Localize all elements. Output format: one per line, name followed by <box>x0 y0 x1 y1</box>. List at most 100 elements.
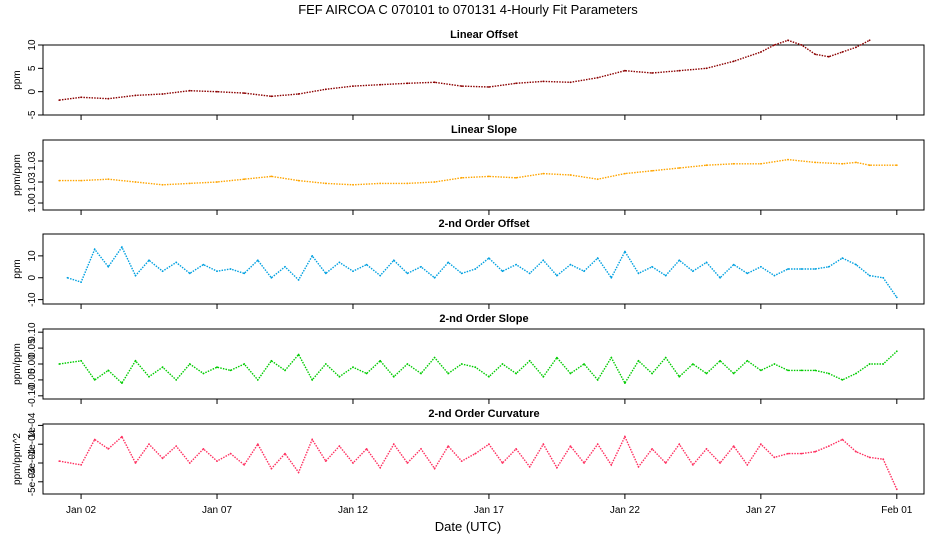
data-point-linear-offset-8 <box>270 95 273 98</box>
x-axis-label: Date (UTC) <box>435 519 501 534</box>
data-point-2nd-order-slope-17 <box>297 353 300 356</box>
data-point-2nd-order-slope-4 <box>121 382 123 384</box>
series-line-2nd-order-slope <box>59 350 898 385</box>
data-point-linear-slope-17 <box>515 176 517 179</box>
data-point-2nd-order-offset-36 <box>556 274 558 277</box>
data-point-2nd-order-curvature-60 <box>882 458 885 461</box>
data-point-2nd-order-curvature-27 <box>433 467 436 470</box>
data-point-2nd-order-slope-6 <box>148 375 150 378</box>
y-tick-label-linear-offset-3: 10 <box>27 39 38 51</box>
data-point-2nd-order-slope-43 <box>651 372 653 375</box>
y-axis-label-2nd-order-curvature: ppm/ppm^2 <box>12 433 23 485</box>
data-point-linear-offset-24 <box>705 67 708 70</box>
data-point-2nd-order-curvature-36 <box>556 466 558 469</box>
data-point-linear-slope-22 <box>651 169 653 172</box>
data-point-2nd-order-curvature-47 <box>705 448 708 450</box>
data-point-2nd-order-slope-11 <box>216 366 218 369</box>
x-tick-label-6: Feb 01 <box>881 505 913 516</box>
data-point-2nd-order-curvature-35 <box>542 443 545 446</box>
data-point-2nd-order-curvature-6 <box>148 443 150 446</box>
data-point-2nd-order-offset-50 <box>746 272 749 275</box>
panel-title-2nd-order-slope: 2-nd Order Slope <box>439 313 528 325</box>
data-point-linear-offset-29 <box>800 44 803 46</box>
data-point-2nd-order-slope-33 <box>515 372 517 375</box>
y-ticks-2nd-order-slope: -0.10-0.050.000.050.10 <box>27 322 43 407</box>
data-point-linear-slope-10 <box>324 182 327 185</box>
data-point-linear-slope-5 <box>188 182 191 185</box>
data-point-2nd-order-offset-45 <box>678 259 681 262</box>
y-tick-label-linear-offset-2: 5 <box>27 65 38 71</box>
y-ticks-linear-offset: -5 0 5 10 <box>27 39 43 119</box>
data-point-2nd-order-curvature-54 <box>800 452 803 455</box>
data-point-2nd-order-offset-59 <box>868 274 871 277</box>
data-point-2nd-order-curvature-50 <box>746 464 749 466</box>
data-point-linear-slope-25 <box>732 162 735 165</box>
data-point-2nd-order-offset-58 <box>855 263 857 266</box>
data-point-2nd-order-offset-0 <box>66 276 69 279</box>
data-point-2nd-order-curvature-38 <box>583 462 585 464</box>
y-tick-label-2nd-order-curvature-3: -5e-04 <box>27 467 38 496</box>
data-point-2nd-order-offset-53 <box>787 268 789 270</box>
data-point-2nd-order-slope-15 <box>270 359 273 362</box>
data-point-2nd-order-offset-60 <box>882 276 885 279</box>
data-point-2nd-order-curvature-43 <box>651 448 653 450</box>
data-point-linear-offset-14 <box>433 81 436 84</box>
data-point-linear-offset-18 <box>542 80 545 83</box>
data-point-2nd-order-offset-25 <box>406 272 409 275</box>
y-ticks-linear-slope: 1.001.031.03 <box>27 151 43 213</box>
data-point-linear-offset-13 <box>406 82 409 85</box>
data-point-linear-slope-0 <box>58 179 61 182</box>
data-point-2nd-order-curvature-40 <box>610 464 613 466</box>
data-point-2nd-order-curvature-49 <box>732 445 735 447</box>
data-point-linear-offset-20 <box>596 76 599 79</box>
data-point-linear-slope-4 <box>161 183 164 186</box>
plot-frame-2nd-order-offset <box>42 233 925 305</box>
data-point-2nd-order-offset-57 <box>841 257 844 259</box>
data-point-linear-offset-32 <box>841 51 844 53</box>
data-point-2nd-order-offset-24 <box>392 259 395 262</box>
data-point-linear-offset-21 <box>624 69 626 72</box>
data-point-2nd-order-slope-54 <box>800 369 803 372</box>
data-point-linear-offset-27 <box>773 44 776 46</box>
data-point-2nd-order-slope-46 <box>692 363 694 365</box>
data-point-linear-slope-24 <box>705 164 708 167</box>
data-point-2nd-order-offset-47 <box>705 261 708 264</box>
data-point-2nd-order-curvature-13 <box>243 464 246 466</box>
data-point-2nd-order-curvature-28 <box>447 445 450 447</box>
data-point-2nd-order-offset-33 <box>515 263 517 266</box>
plot-frame-2nd-order-curvature <box>42 423 925 495</box>
data-point-2nd-order-slope-39 <box>596 379 599 381</box>
data-point-2nd-order-offset-10 <box>202 263 205 266</box>
data-point-2nd-order-curvature-17 <box>297 471 300 474</box>
data-point-2nd-order-slope-55 <box>814 369 817 372</box>
data-point-2nd-order-offset-35 <box>542 259 545 262</box>
data-point-linear-slope-28 <box>814 161 817 164</box>
data-point-2nd-order-slope-52 <box>773 363 776 365</box>
y-ticks-2nd-order-curvature: 1e-04-1e-04-3e-04-5e-04 <box>27 412 43 496</box>
data-point-2nd-order-offset-39 <box>596 257 599 259</box>
data-point-2nd-order-offset-48 <box>719 276 721 279</box>
data-point-2nd-order-curvature-53 <box>787 452 789 455</box>
panel-title-2nd-order-offset: 2-nd Order Offset <box>438 218 529 230</box>
data-point-2nd-order-offset-30 <box>474 268 477 270</box>
data-point-2nd-order-offset-17 <box>297 279 300 281</box>
data-point-2nd-order-slope-40 <box>610 356 613 359</box>
data-point-linear-slope-30 <box>855 161 857 164</box>
panel-linear-slope: Linear Slope ppm/ppm 1.001.031.03 <box>12 124 925 215</box>
data-point-2nd-order-offset-16 <box>284 265 286 268</box>
x-tick-labels: Jan 02 Jan 07 Jan 12 Jan 17 Jan 22 Jan 27 Feb … <box>66 505 913 516</box>
data-point-linear-offset-15 <box>460 85 463 87</box>
data-point-2nd-order-curvature-2 <box>93 438 96 441</box>
data-point-2nd-order-slope-50 <box>746 359 749 362</box>
series-2nd-order-offset <box>66 245 898 299</box>
data-point-2nd-order-curvature-3 <box>107 448 110 450</box>
x-ticks-linear-slope <box>80 210 898 215</box>
data-point-linear-slope-26 <box>760 162 762 165</box>
x-ticks-linear-offset <box>80 115 898 120</box>
y-tick-label-2nd-order-slope-1: -0.05 <box>27 368 38 391</box>
y-tick-label-linear-slope-1: 1.03 <box>27 172 38 192</box>
data-point-2nd-order-offset-21 <box>352 270 354 273</box>
series-linear-slope <box>58 158 898 186</box>
y-tick-label-2nd-order-curvature-1: -1e-04 <box>27 429 38 458</box>
data-point-2nd-order-slope-31 <box>488 375 490 378</box>
